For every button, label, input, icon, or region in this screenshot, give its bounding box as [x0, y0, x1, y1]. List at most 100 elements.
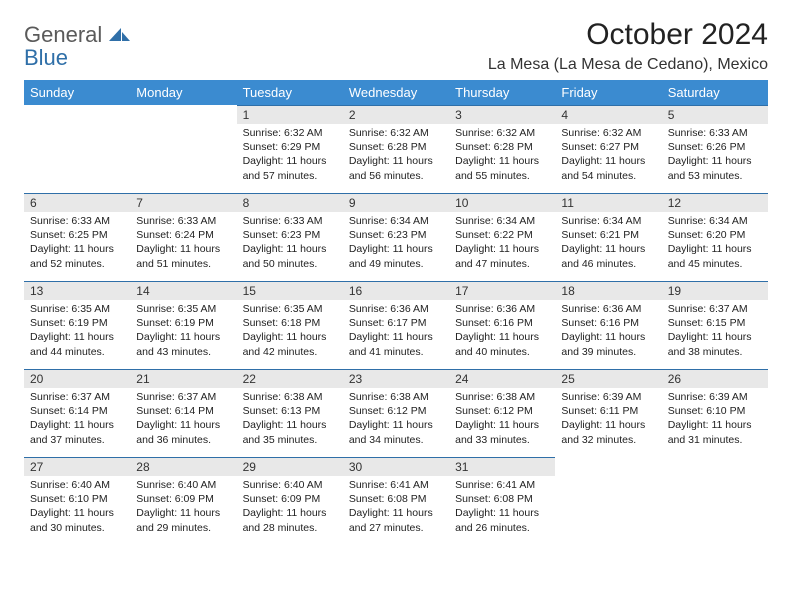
day-details: Sunrise: 6:38 AMSunset: 6:12 PMDaylight:… [343, 388, 449, 451]
day-details: Sunrise: 6:34 AMSunset: 6:22 PMDaylight:… [449, 212, 555, 275]
day-number: 17 [449, 281, 555, 300]
day-number: 12 [662, 193, 768, 212]
calendar-cell: 25Sunrise: 6:39 AMSunset: 6:11 PMDayligh… [555, 369, 661, 457]
day-number: 8 [237, 193, 343, 212]
day-details: Sunrise: 6:32 AMSunset: 6:28 PMDaylight:… [343, 124, 449, 187]
day-details: Sunrise: 6:37 AMSunset: 6:15 PMDaylight:… [662, 300, 768, 363]
day-number: 21 [130, 369, 236, 388]
calendar-body: ....1Sunrise: 6:32 AMSunset: 6:29 PMDayl… [24, 105, 768, 545]
day-details: Sunrise: 6:33 AMSunset: 6:25 PMDaylight:… [24, 212, 130, 275]
day-details: Sunrise: 6:39 AMSunset: 6:11 PMDaylight:… [555, 388, 661, 451]
day-details: Sunrise: 6:33 AMSunset: 6:26 PMDaylight:… [662, 124, 768, 187]
calendar-cell: 18Sunrise: 6:36 AMSunset: 6:16 PMDayligh… [555, 281, 661, 369]
day-details: Sunrise: 6:35 AMSunset: 6:19 PMDaylight:… [130, 300, 236, 363]
calendar-cell: 1Sunrise: 6:32 AMSunset: 6:29 PMDaylight… [237, 105, 343, 193]
calendar-cell: 29Sunrise: 6:40 AMSunset: 6:09 PMDayligh… [237, 457, 343, 545]
calendar-cell: 3Sunrise: 6:32 AMSunset: 6:28 PMDaylight… [449, 105, 555, 193]
day-number: 23 [343, 369, 449, 388]
weekday-row: SundayMondayTuesdayWednesdayThursdayFrid… [24, 80, 768, 105]
day-number: 5 [662, 105, 768, 124]
calendar-cell: .. [130, 105, 236, 193]
logo-word2: Blue [24, 45, 68, 70]
day-number: 25 [555, 369, 661, 388]
day-details: Sunrise: 6:40 AMSunset: 6:09 PMDaylight:… [237, 476, 343, 539]
weekday-header: Friday [555, 80, 661, 105]
day-number: 31 [449, 457, 555, 476]
calendar-cell: 30Sunrise: 6:41 AMSunset: 6:08 PMDayligh… [343, 457, 449, 545]
day-number: 22 [237, 369, 343, 388]
calendar-cell: 6Sunrise: 6:33 AMSunset: 6:25 PMDaylight… [24, 193, 130, 281]
day-number: 15 [237, 281, 343, 300]
calendar-page: General Blue October 2024 La Mesa (La Me… [0, 0, 792, 555]
weekday-header: Wednesday [343, 80, 449, 105]
day-details: Sunrise: 6:35 AMSunset: 6:18 PMDaylight:… [237, 300, 343, 363]
header: General Blue October 2024 La Mesa (La Me… [24, 18, 768, 74]
logo-sail-icon [109, 26, 131, 47]
calendar-cell: 11Sunrise: 6:34 AMSunset: 6:21 PMDayligh… [555, 193, 661, 281]
title-block: October 2024 La Mesa (La Mesa de Cedano)… [488, 18, 768, 74]
calendar-cell: 15Sunrise: 6:35 AMSunset: 6:18 PMDayligh… [237, 281, 343, 369]
day-number: 16 [343, 281, 449, 300]
calendar-cell: 31Sunrise: 6:41 AMSunset: 6:08 PMDayligh… [449, 457, 555, 545]
calendar-cell: 4Sunrise: 6:32 AMSunset: 6:27 PMDaylight… [555, 105, 661, 193]
day-details: Sunrise: 6:34 AMSunset: 6:23 PMDaylight:… [343, 212, 449, 275]
calendar-week: 20Sunrise: 6:37 AMSunset: 6:14 PMDayligh… [24, 369, 768, 457]
day-details: Sunrise: 6:32 AMSunset: 6:29 PMDaylight:… [237, 124, 343, 187]
day-number: 4 [555, 105, 661, 124]
day-details: Sunrise: 6:32 AMSunset: 6:27 PMDaylight:… [555, 124, 661, 187]
day-details: Sunrise: 6:36 AMSunset: 6:16 PMDaylight:… [555, 300, 661, 363]
calendar-cell: 16Sunrise: 6:36 AMSunset: 6:17 PMDayligh… [343, 281, 449, 369]
month-title: October 2024 [488, 18, 768, 52]
day-number: 27 [24, 457, 130, 476]
day-number: 18 [555, 281, 661, 300]
calendar-cell: 2Sunrise: 6:32 AMSunset: 6:28 PMDaylight… [343, 105, 449, 193]
calendar-week: 6Sunrise: 6:33 AMSunset: 6:25 PMDaylight… [24, 193, 768, 281]
calendar-cell: 28Sunrise: 6:40 AMSunset: 6:09 PMDayligh… [130, 457, 236, 545]
calendar-cell: 7Sunrise: 6:33 AMSunset: 6:24 PMDaylight… [130, 193, 236, 281]
calendar-cell: 20Sunrise: 6:37 AMSunset: 6:14 PMDayligh… [24, 369, 130, 457]
day-number: 30 [343, 457, 449, 476]
calendar-cell: 5Sunrise: 6:33 AMSunset: 6:26 PMDaylight… [662, 105, 768, 193]
calendar-cell: 22Sunrise: 6:38 AMSunset: 6:13 PMDayligh… [237, 369, 343, 457]
weekday-header: Tuesday [237, 80, 343, 105]
day-details: Sunrise: 6:36 AMSunset: 6:17 PMDaylight:… [343, 300, 449, 363]
day-number: 7 [130, 193, 236, 212]
calendar-cell: 27Sunrise: 6:40 AMSunset: 6:10 PMDayligh… [24, 457, 130, 545]
logo-word1: General [24, 22, 102, 47]
day-details: Sunrise: 6:38 AMSunset: 6:12 PMDaylight:… [449, 388, 555, 451]
day-details: Sunrise: 6:38 AMSunset: 6:13 PMDaylight:… [237, 388, 343, 451]
day-details: Sunrise: 6:35 AMSunset: 6:19 PMDaylight:… [24, 300, 130, 363]
day-details: Sunrise: 6:34 AMSunset: 6:20 PMDaylight:… [662, 212, 768, 275]
calendar-cell: .. [555, 457, 661, 545]
day-details: Sunrise: 6:34 AMSunset: 6:21 PMDaylight:… [555, 212, 661, 275]
day-details: Sunrise: 6:37 AMSunset: 6:14 PMDaylight:… [24, 388, 130, 451]
day-details: Sunrise: 6:32 AMSunset: 6:28 PMDaylight:… [449, 124, 555, 187]
day-details: Sunrise: 6:41 AMSunset: 6:08 PMDaylight:… [449, 476, 555, 539]
day-details: Sunrise: 6:41 AMSunset: 6:08 PMDaylight:… [343, 476, 449, 539]
day-details: Sunrise: 6:36 AMSunset: 6:16 PMDaylight:… [449, 300, 555, 363]
weekday-header: Thursday [449, 80, 555, 105]
day-number: 10 [449, 193, 555, 212]
calendar-cell: 13Sunrise: 6:35 AMSunset: 6:19 PMDayligh… [24, 281, 130, 369]
day-number: 26 [662, 369, 768, 388]
day-number: 9 [343, 193, 449, 212]
day-details: Sunrise: 6:37 AMSunset: 6:14 PMDaylight:… [130, 388, 236, 451]
day-number: 3 [449, 105, 555, 124]
calendar-cell: 9Sunrise: 6:34 AMSunset: 6:23 PMDaylight… [343, 193, 449, 281]
calendar-cell: .. [24, 105, 130, 193]
day-number: 1 [237, 105, 343, 124]
day-number: 29 [237, 457, 343, 476]
day-number: 20 [24, 369, 130, 388]
calendar-cell: 19Sunrise: 6:37 AMSunset: 6:15 PMDayligh… [662, 281, 768, 369]
calendar-week: 27Sunrise: 6:40 AMSunset: 6:10 PMDayligh… [24, 457, 768, 545]
day-number: 2 [343, 105, 449, 124]
calendar-head: SundayMondayTuesdayWednesdayThursdayFrid… [24, 80, 768, 105]
calendar-cell: 23Sunrise: 6:38 AMSunset: 6:12 PMDayligh… [343, 369, 449, 457]
day-number: 24 [449, 369, 555, 388]
day-number: 6 [24, 193, 130, 212]
day-number: 19 [662, 281, 768, 300]
calendar-week: ....1Sunrise: 6:32 AMSunset: 6:29 PMDayl… [24, 105, 768, 193]
calendar-cell: 12Sunrise: 6:34 AMSunset: 6:20 PMDayligh… [662, 193, 768, 281]
calendar-cell: 24Sunrise: 6:38 AMSunset: 6:12 PMDayligh… [449, 369, 555, 457]
location: La Mesa (La Mesa de Cedano), Mexico [488, 56, 768, 74]
